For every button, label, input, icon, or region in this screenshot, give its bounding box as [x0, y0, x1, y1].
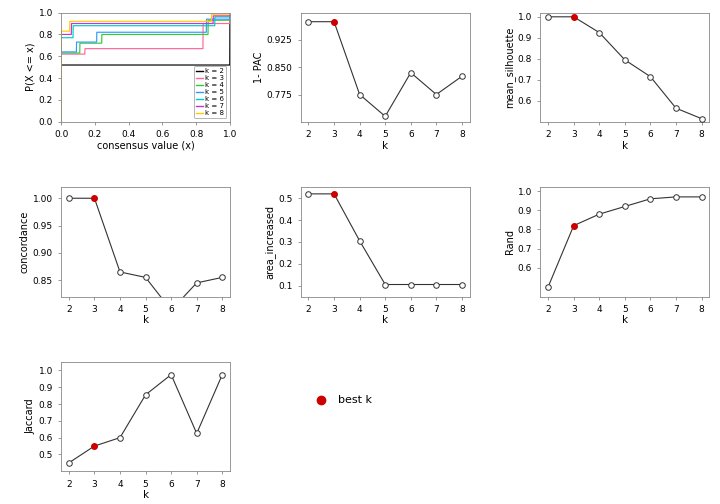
Y-axis label: Jaccard: Jaccard [26, 399, 36, 434]
X-axis label: k: k [382, 141, 388, 151]
Y-axis label: area_increased: area_increased [264, 205, 275, 279]
Y-axis label: mean_silhouette: mean_silhouette [504, 27, 515, 108]
Y-axis label: P(X <= x): P(X <= x) [26, 43, 36, 91]
Legend: k = 2, k = 3, k = 4, k = 5, k = 6, k = 7, k = 8: k = 2, k = 3, k = 4, k = 5, k = 6, k = 7… [194, 66, 227, 118]
Y-axis label: concordance: concordance [20, 211, 30, 273]
Y-axis label: 1- PAC: 1- PAC [254, 51, 264, 83]
X-axis label: k: k [143, 315, 148, 325]
X-axis label: k: k [143, 490, 148, 500]
X-axis label: consensus value (x): consensus value (x) [96, 141, 194, 151]
Y-axis label: Rand: Rand [505, 229, 515, 255]
X-axis label: k: k [622, 315, 628, 325]
X-axis label: k: k [382, 315, 388, 325]
X-axis label: k: k [622, 141, 628, 151]
Text: best k: best k [338, 395, 372, 405]
